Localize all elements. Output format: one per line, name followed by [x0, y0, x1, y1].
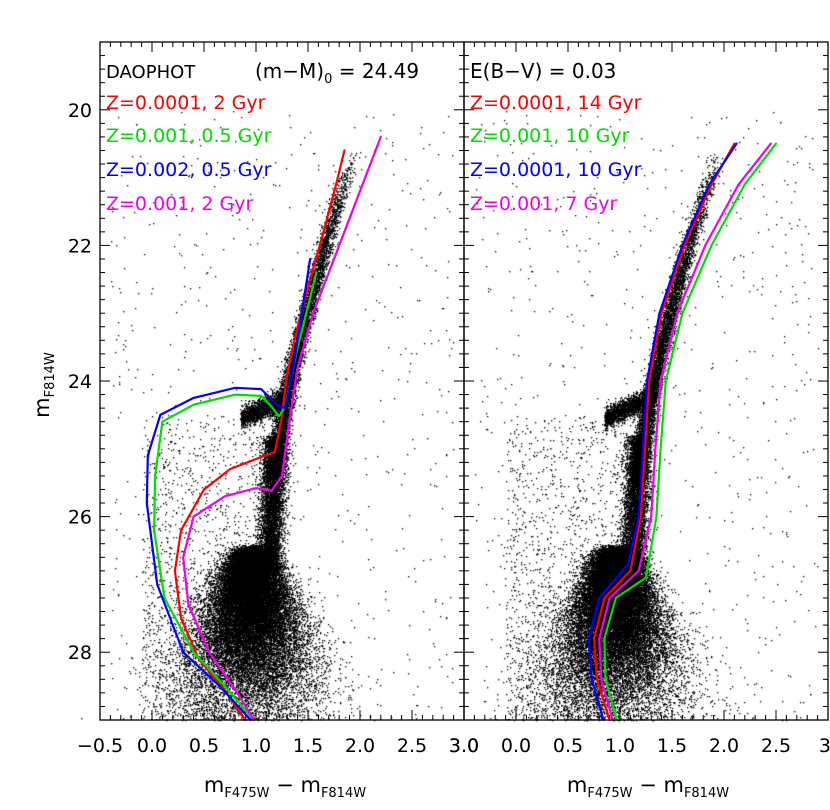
right-x-tick-label: 0.5 [553, 735, 583, 757]
left-legend: Z=0.0001, 2 Gyr Z=0.001, 0.5 Gyr Z=0.002… [106, 92, 272, 215]
right-x-tick-label: 2.5 [761, 735, 791, 757]
left-isochrone-3 [145, 257, 312, 722]
legend-right-1: Z=0.0001, 14 Gyr [470, 92, 642, 114]
legend-right-3: Z=0.0001, 10 Gyr [470, 159, 642, 181]
legend-left-4: Z=0.001, 2 Gyr [106, 193, 254, 215]
right-x-tick-label: 2.0 [709, 735, 739, 757]
left-x-tick-label: 0.0 [137, 735, 167, 757]
left-ticks: −0.5 0.0 0.5 1.0 1.5 2.0 2.5 3.0 20 22 24 26 28 [68, 42, 479, 757]
legend-right-2: Z=0.001, 10 Gyr [470, 125, 630, 147]
distance-modulus-label: (m−M)0 = 24.49 [255, 59, 419, 87]
y-tick-label: 24 [68, 371, 92, 393]
y-tick-label: 26 [68, 507, 92, 529]
legend-left-2: Z=0.001, 0.5 Gyr [106, 125, 272, 147]
left-x-tick-label: 1.0 [241, 735, 271, 757]
left-isochrone-1 [173, 149, 346, 722]
left-isochrone-4 [182, 135, 382, 722]
legend-left-1: Z=0.0001, 2 Gyr [106, 92, 266, 114]
right-panel: 3.0 0.0 0.5 1.0 1.5 2.0 2.5 3. E(B−V) = 0.03 Z=… [449, 41, 830, 801]
left-x-tick-label: 2.0 [345, 735, 375, 757]
y-tick-label: 22 [68, 235, 92, 257]
right-x-axis-label: mF475W − mF814W [567, 773, 729, 801]
left-x-tick-label: 3.0 [449, 735, 479, 757]
right-isochrone-1 [592, 142, 736, 722]
left-x-tick-label: −0.5 [77, 735, 123, 757]
right-x-tick-label: 1.0 [605, 735, 635, 757]
y-tick-label: 20 [68, 100, 92, 122]
left-x-axis-label: mF475W − mF814W [204, 773, 366, 801]
right-legend: Z=0.0001, 14 Gyr Z=0.001, 10 Gyr Z=0.000… [470, 92, 642, 215]
label-daophot: DAOPHOT [106, 62, 196, 83]
y-tick-label: 28 [68, 642, 92, 664]
right-isochrone-2 [603, 142, 778, 722]
right-x-tick-label: 1.5 [657, 735, 687, 757]
reddening-label: E(B−V) = 0.03 [470, 59, 616, 83]
right-x-tick-label: 0.0 [501, 735, 531, 757]
left-x-tick-label: 0.5 [189, 735, 219, 757]
legend-right-4: Z=0.001, 7 Gyr [470, 193, 618, 215]
left-panel: −0.5 0.0 0.5 1.0 1.5 2.0 2.5 3.0 20 22 24 26 28 DAOP… [30, 41, 479, 801]
right-isochrone-3 [587, 142, 738, 722]
right-isochrones [587, 142, 778, 722]
legend-left-3: Z=0.002, 0.5 Gyr [106, 159, 272, 181]
left-x-tick-label: 2.5 [397, 735, 427, 757]
left-x-tick-label: 1.5 [293, 735, 323, 757]
right-x-tick-label: 3. [819, 735, 830, 757]
right-isochrone-4 [598, 142, 772, 722]
right-ticks: 3.0 0.0 0.5 1.0 1.5 2.0 2.5 3. [449, 42, 830, 757]
y-axis-label: mF814W [30, 352, 58, 418]
right-x-tick-label: 3.0 [449, 735, 479, 757]
left-isochrones [145, 135, 382, 722]
